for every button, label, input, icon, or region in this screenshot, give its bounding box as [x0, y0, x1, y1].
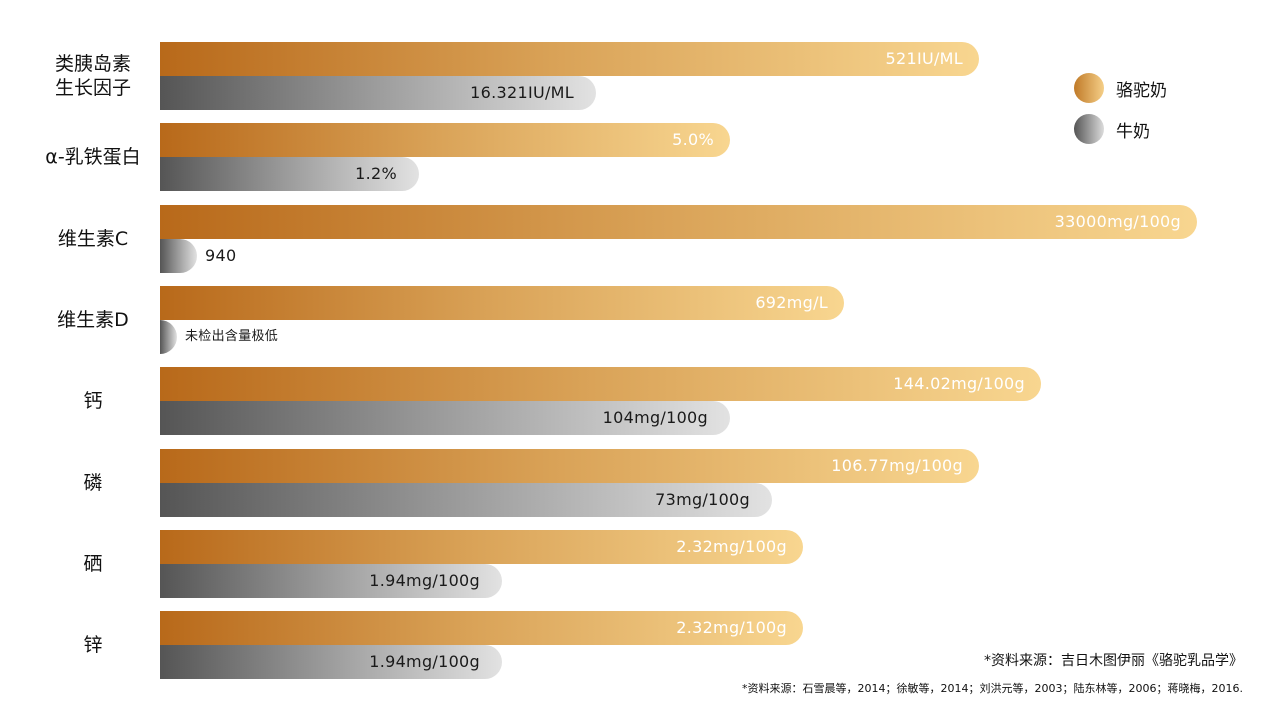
- cow-value-label: 16.321IU/ML: [470, 83, 574, 102]
- cow-legend-label: 牛奶: [1116, 122, 1150, 142]
- cow-bar: [160, 645, 502, 680]
- category-label: 硒: [28, 552, 158, 576]
- cow-value-label: 940: [205, 245, 237, 265]
- cow-bar: [160, 319, 177, 354]
- cow-bar: [160, 482, 772, 517]
- category-label-line: α-乳铁蛋白: [45, 146, 141, 169]
- camel-bar: [160, 123, 730, 158]
- category-label-line: 磷: [83, 471, 103, 494]
- cow-legend-swatch: [1074, 114, 1104, 144]
- camel-value-label: 2.32mg/100g: [676, 618, 787, 638]
- camel-bar: [160, 367, 1041, 402]
- camel-value-label: 692mg/L: [755, 292, 828, 312]
- cow-bar: [160, 563, 502, 598]
- cow-value-label: 1.94mg/100g: [369, 570, 480, 590]
- camel-value-label: 5.0%: [672, 130, 714, 150]
- category-label-line: 生长因子: [54, 77, 131, 99]
- camel-value-label: 2.32mg/100g: [676, 536, 787, 556]
- cow-value-label: 73mg/100g: [655, 489, 750, 509]
- camel-bar: [160, 529, 803, 564]
- category-label: α-乳铁蛋白: [28, 145, 158, 169]
- camel-value-label: 144.02mg/100g: [893, 374, 1025, 394]
- camel-value-label: 521IU/ML: [885, 49, 963, 68]
- camel-bar: [160, 611, 803, 646]
- category-label: 类胰岛素 生长因子: [28, 52, 158, 100]
- camel-legend-label: 骆驼奶: [1116, 81, 1167, 101]
- cow-value-label: 1.94mg/100g: [369, 652, 480, 672]
- camel-legend-swatch: [1074, 73, 1104, 103]
- source-note-detail: *资料来源：石雪晨等，2014；徐敏等，2014；刘洪元等，2003；陆东林等，…: [742, 682, 1243, 695]
- camel-bar: [160, 42, 979, 76]
- category-label-line: 维生素C: [57, 227, 129, 250]
- camel-value-label: 33000mg/100g: [1054, 211, 1181, 231]
- category-label-line: 维生素D: [57, 308, 129, 331]
- category-label-line: 硒: [83, 552, 103, 575]
- category-label-line: 钙: [83, 390, 103, 413]
- cow-bar: [160, 238, 197, 273]
- camel-bar: [160, 448, 979, 483]
- category-label: 锌: [28, 633, 158, 657]
- source-note-main: *资料来源：吉日木图伊丽《骆驼乳品学》: [984, 653, 1243, 669]
- camel-bar: [160, 285, 844, 320]
- camel-bar: [160, 204, 1197, 239]
- cow-value-label: 1.2%: [355, 164, 397, 184]
- category-label: 磷: [28, 471, 158, 495]
- cow-bar: [160, 157, 419, 192]
- category-label-line: 类胰岛素: [54, 53, 131, 75]
- category-label: 钙: [28, 389, 158, 413]
- category-label-line: 锌: [83, 634, 103, 657]
- cow-value-label: 未检出含量极低: [185, 328, 279, 344]
- cow-value-label: 104mg/100g: [602, 408, 708, 428]
- camel-value-label: 106.77mg/100g: [831, 455, 963, 475]
- cow-bar: [160, 76, 596, 110]
- cow-bar: [160, 401, 730, 436]
- category-label: 维生素C: [28, 227, 158, 251]
- category-label: 维生素D: [28, 308, 158, 332]
